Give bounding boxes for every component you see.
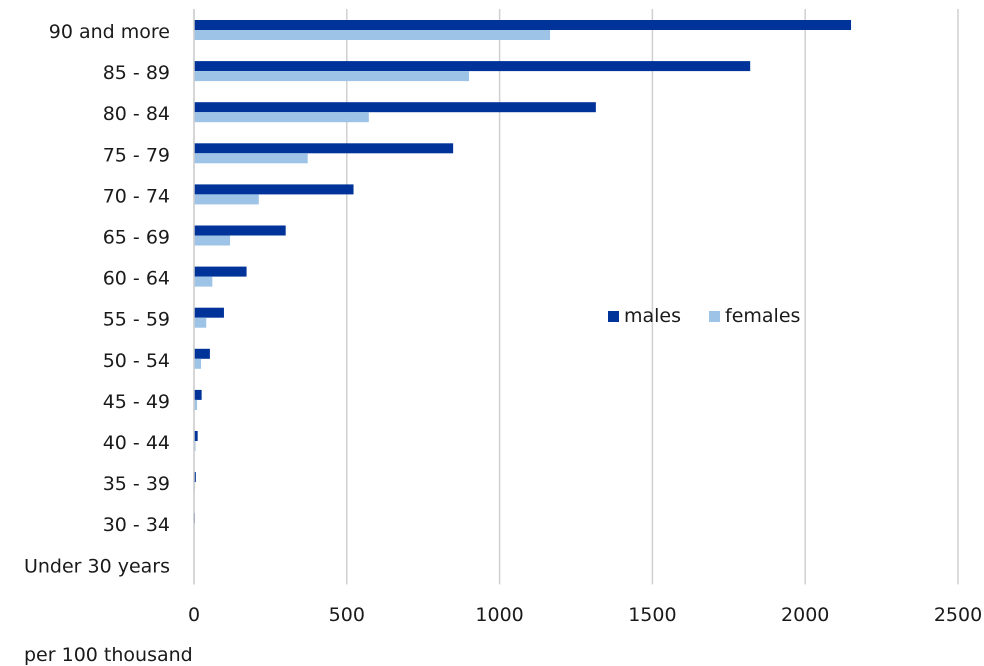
legend-item-females: females	[709, 305, 800, 327]
bar-males	[194, 431, 198, 441]
bar-males	[194, 348, 210, 359]
bar-males	[194, 307, 224, 318]
bar-males	[194, 143, 454, 154]
legend-swatch-males	[608, 310, 619, 322]
y-tick-label: 65 - 69	[103, 227, 170, 249]
x-tick-label-500: 500	[329, 604, 365, 626]
bar-females	[194, 194, 259, 205]
y-tick-label: Under 30 years	[24, 555, 170, 577]
y-tick-label: 45 - 49	[103, 391, 170, 413]
x-tick-label-2500: 2500	[934, 604, 982, 626]
y-tick-label: 55 - 59	[103, 309, 170, 331]
y-tick-label: 40 - 44	[103, 432, 170, 454]
bar-males	[194, 61, 751, 72]
bar-males	[194, 389, 202, 400]
bar-females	[194, 30, 551, 40]
y-tick-label: 75 - 79	[103, 144, 170, 166]
bar-females	[194, 235, 231, 246]
bar-males	[194, 266, 247, 277]
y-tick-label: 50 - 54	[103, 350, 170, 372]
bar-males	[194, 184, 354, 195]
x-tick-label-1500: 1500	[628, 604, 676, 626]
y-tick-label: 85 - 89	[103, 62, 170, 84]
y-tick-label: 60 - 64	[103, 268, 170, 290]
bar-females	[194, 71, 470, 82]
y-tick-label: 35 - 39	[103, 473, 170, 495]
x-tick-label-2000: 2000	[781, 604, 829, 626]
bar-females	[194, 317, 207, 328]
bar-females	[194, 153, 308, 164]
chart-legend: males females	[608, 305, 828, 327]
bar-females	[194, 399, 198, 410]
bar-males	[194, 102, 596, 113]
legend-item-males: males	[608, 305, 681, 327]
bar-females	[194, 441, 196, 451]
y-tick-label: 80 - 84	[103, 103, 170, 125]
y-tick-label: 90 and more	[49, 21, 170, 43]
bar-females	[194, 112, 369, 123]
bar-males	[194, 225, 286, 236]
bar-females	[194, 276, 213, 287]
x-tick-label-0: 0	[188, 604, 200, 626]
y-tick-label: 30 - 34	[103, 514, 170, 536]
legend-label-females: females	[725, 305, 801, 327]
bar-females	[194, 358, 202, 369]
bar-males	[194, 472, 196, 483]
x-tick-label-1000: 1000	[475, 604, 523, 626]
y-tick-label: 70 - 74	[103, 185, 170, 207]
x-axis-unit-label: per 100 thousand	[24, 644, 193, 666]
legend-label-males: males	[624, 305, 682, 327]
bar-males	[194, 20, 852, 30]
legend-swatch-females	[709, 310, 721, 322]
